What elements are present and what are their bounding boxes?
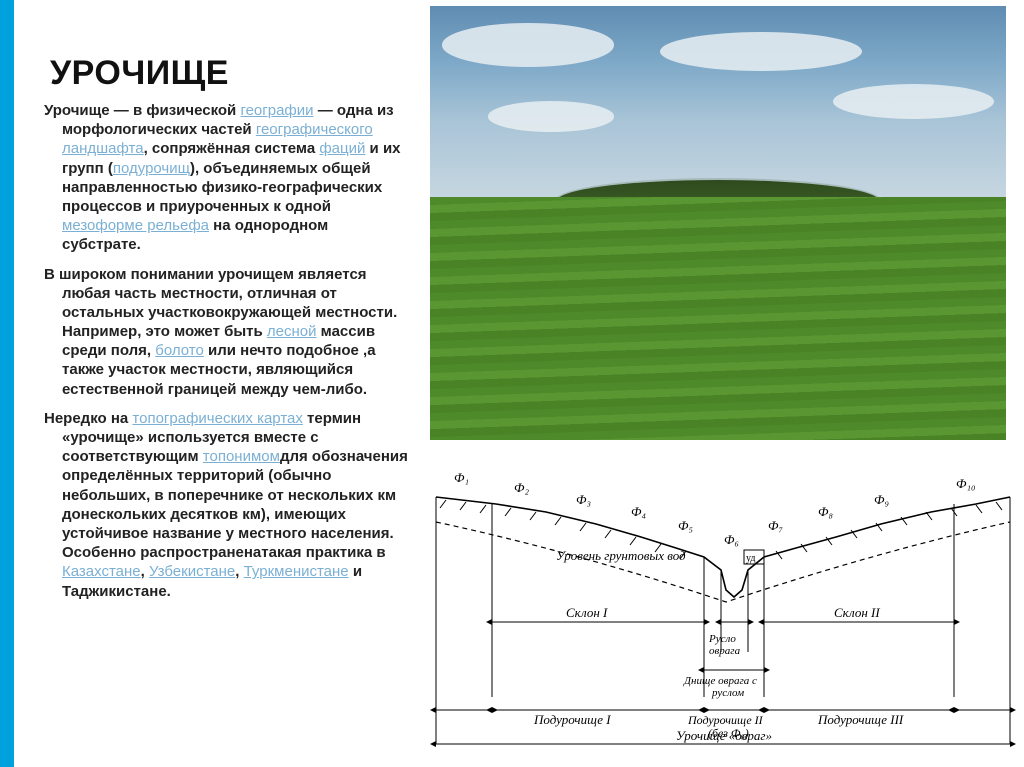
text-column: УРОЧИЩЕ Урочище — в физической географии… (0, 0, 420, 767)
link-mesoform[interactable]: мезоформе рельефа (62, 217, 209, 234)
p1-c: , сопряжённая система (144, 140, 320, 157)
phi-7: Ф₇ (768, 518, 783, 533)
paragraph-2: В широком понимании урочищем является лю… (22, 265, 410, 399)
photo-field (430, 197, 1006, 440)
link-uz[interactable]: Узбекистане (149, 563, 235, 580)
p3-a: Нередко на (44, 410, 132, 427)
link-geography[interactable]: географии (240, 102, 313, 119)
phi-2: Ф₂ (514, 480, 529, 495)
link-poduroch[interactable]: подурочищ (113, 160, 190, 177)
p3-e: , (235, 563, 243, 580)
slide-title: УРОЧИЩЕ (50, 54, 410, 93)
cross-section-diagram: Ф₁ Ф₂ Ф₃ Ф₄ Ф₅ Ф₆ Ф₇ Ф₈ Ф₉ Ф₁₀ Уровень г… (426, 452, 1020, 752)
phi-8: Ф₈ (818, 504, 833, 519)
phi-4: Ф₄ (631, 504, 646, 519)
slope1-label: Склон I (566, 605, 608, 620)
landscape-photo (430, 6, 1006, 440)
paragraph-1: Урочище — в физической географии — одна … (22, 101, 410, 255)
ruslo-label: Руслооврага (708, 633, 741, 657)
media-column: Ф₁ Ф₂ Ф₃ Ф₄ Ф₅ Ф₆ Ф₇ Ф₈ Ф₉ Ф₁₀ Уровень г… (420, 0, 1024, 767)
phi-5: Ф₅ (678, 518, 693, 533)
link-forest[interactable]: лесной (267, 323, 317, 340)
bottom-label: Урочище «овраг» (676, 728, 772, 743)
groundwater-label: Уровень грунтовых вод (556, 548, 686, 563)
pod1-label: Подурочище I (533, 712, 611, 727)
phi-1: Ф₁ (454, 470, 469, 485)
link-kz[interactable]: Казахстане (62, 563, 141, 580)
link-topomaps[interactable]: топографических картах (132, 410, 302, 427)
p3-d: , (141, 563, 149, 580)
paragraph-3: Нередко на топографических картах термин… (22, 409, 410, 601)
phi-3: Ф₃ (576, 492, 591, 507)
link-tm[interactable]: Туркменистане (244, 563, 349, 580)
link-facies[interactable]: фаций (319, 140, 365, 157)
dnishche-label: Днище оврага сруслом (683, 675, 757, 699)
phi-10: Ф₁₀ (956, 476, 976, 491)
pod3-label: Подурочище III (817, 712, 904, 727)
link-toponym[interactable]: топонимом (203, 448, 280, 465)
ud-label: уд (746, 553, 755, 564)
slide-container: УРОЧИЩЕ Урочище — в физической географии… (0, 0, 1024, 767)
slope2-label: Склон II (834, 605, 880, 620)
phi-9: Ф₉ (874, 492, 889, 507)
link-boloto[interactable]: болото (155, 342, 204, 359)
p1-a: Урочище — в физической (44, 102, 240, 119)
accent-bar (0, 0, 14, 767)
phi-6: Ф₆ (724, 532, 739, 547)
